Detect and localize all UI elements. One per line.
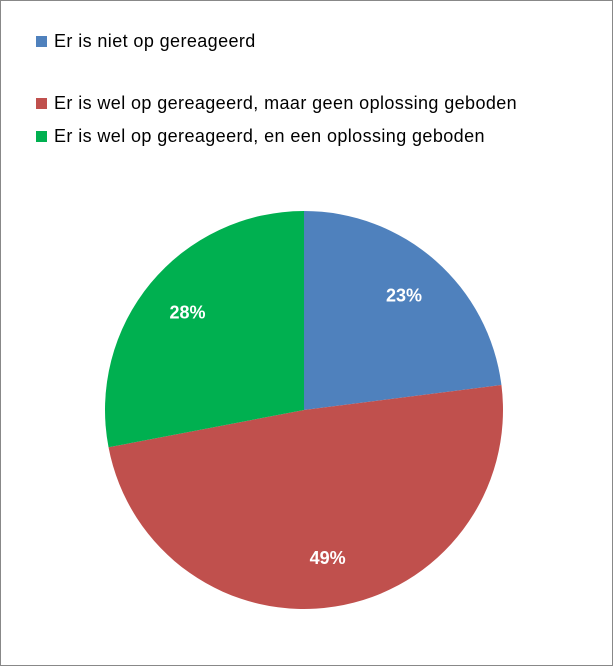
pie-slice [304,211,502,410]
data-label: 49% [310,548,346,568]
data-label: 28% [169,302,205,322]
data-label: 23% [386,285,422,305]
legend-swatch [36,98,47,109]
legend: Er is niet op gereageerd Er is wel op ger… [36,28,517,150]
legend-swatch [36,36,47,47]
legend-item: Er is wel op gereageerd, maar geen oplos… [36,90,517,117]
pie-slice [104,211,304,448]
pie-slice [108,385,503,609]
legend-label: Er is wel op gereageerd, maar geen oplos… [54,93,518,113]
legend-label: Er is niet op gereageerd [54,31,256,51]
legend-swatch [36,131,47,142]
legend-item: Er is niet op gereageerd [36,28,517,55]
legend-item: Er is wel op gereageerd, en een oplossin… [36,123,517,150]
legend-label: Er is wel op gereageerd, en een oplossin… [54,126,485,146]
